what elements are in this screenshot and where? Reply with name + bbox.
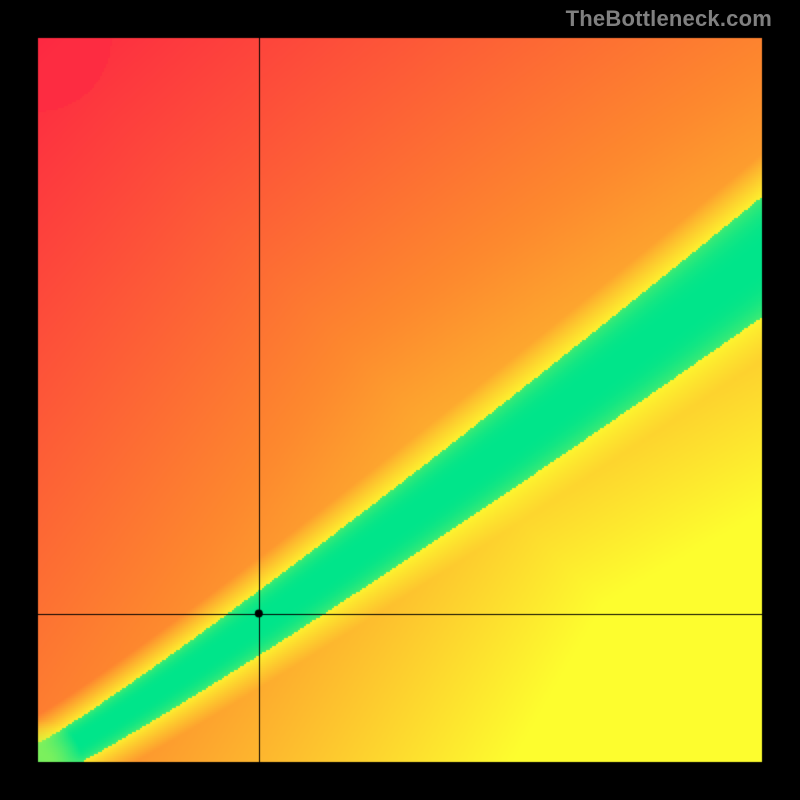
bottleneck-heatmap bbox=[0, 0, 800, 800]
watermark-text: TheBottleneck.com bbox=[566, 6, 772, 32]
chart-container: TheBottleneck.com bbox=[0, 0, 800, 800]
